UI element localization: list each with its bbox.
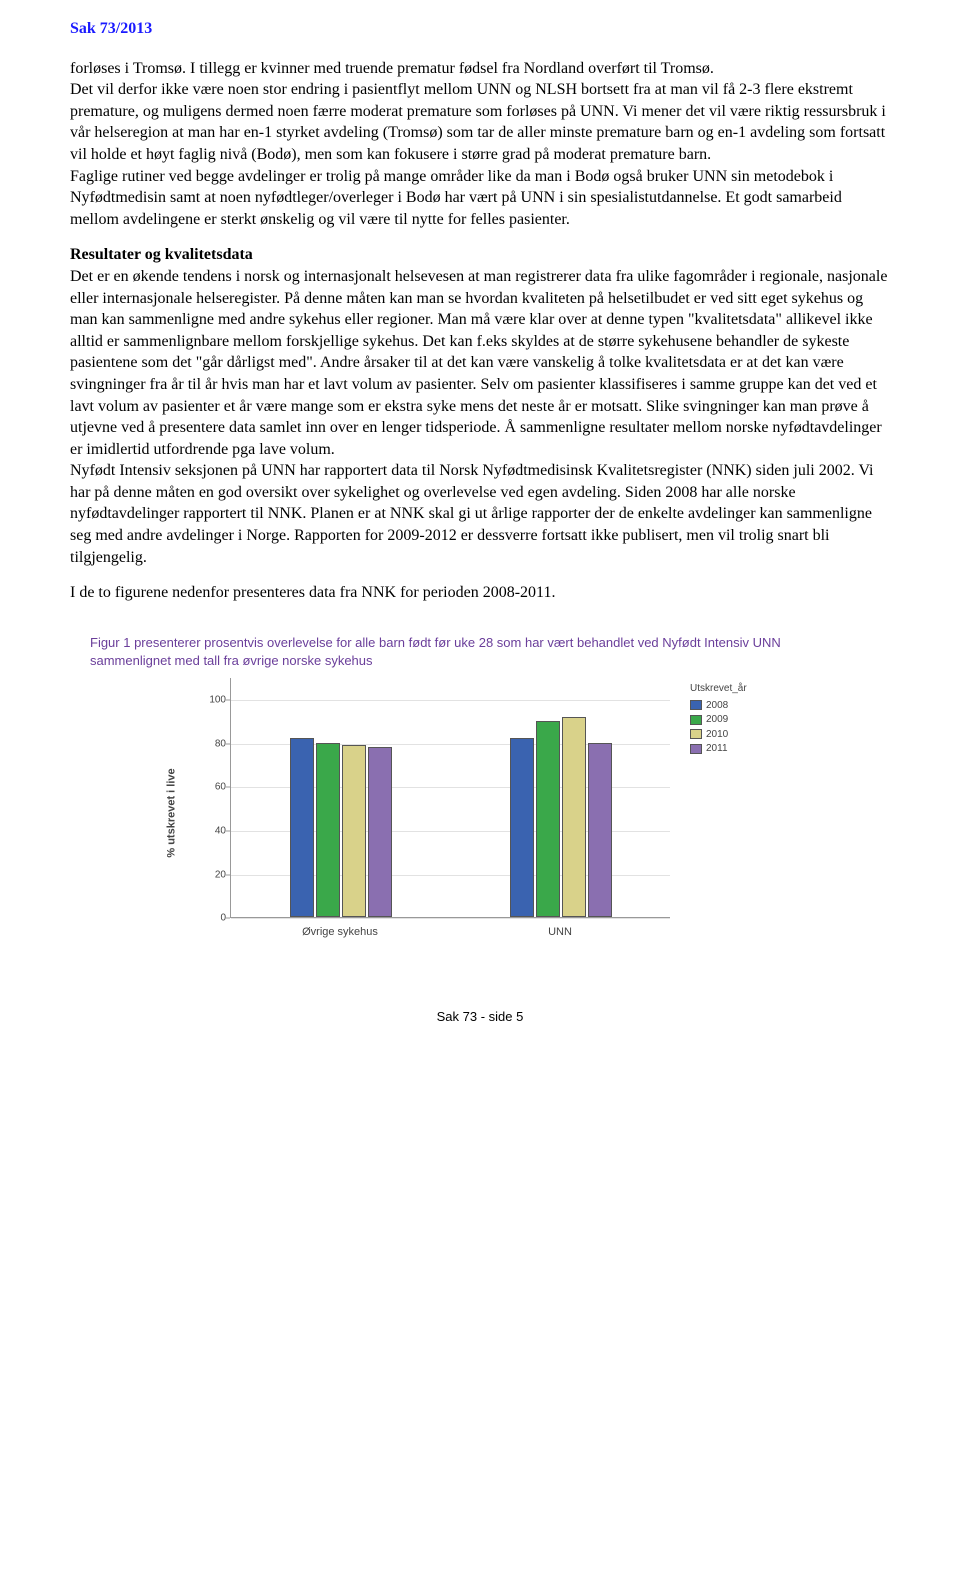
chart-bar <box>316 743 340 918</box>
chart-y-tick: 60 <box>208 781 226 795</box>
chart-y-tick: 100 <box>208 693 226 707</box>
section-heading-results: Resultater og kvalitetsdata <box>70 244 890 266</box>
chart-legend-label: 2010 <box>706 728 728 742</box>
chart-y-tick-mark <box>226 787 230 788</box>
chart-y-tick-mark <box>226 918 230 919</box>
chart-legend-title: Utskrevet_år <box>690 682 800 696</box>
chart-bar <box>588 743 612 918</box>
chart-legend-swatch <box>690 700 702 710</box>
chart-x-label: Øvrige sykehus <box>275 925 405 940</box>
chart-gridline <box>231 918 670 919</box>
chart-bar-group <box>496 717 626 918</box>
chart-bar <box>536 721 560 917</box>
chart-gridline <box>231 700 670 701</box>
chart-y-tick-mark <box>226 830 230 831</box>
chart-y-tick: 20 <box>208 868 226 882</box>
chart-x-label: UNN <box>495 925 625 940</box>
chart-y-tick-mark <box>226 743 230 744</box>
chart-legend-label: 2011 <box>706 742 728 756</box>
chart-legend-swatch <box>690 744 702 754</box>
chart-legend-label: 2009 <box>706 713 728 727</box>
figure-1-chart: % utskrevet i live Utskrevet_år 20082009… <box>160 678 800 948</box>
chart-y-tick: 0 <box>208 911 226 925</box>
paragraph-results-2: Nyfødt Intensiv seksjonen på UNN har rap… <box>70 460 890 568</box>
chart-legend-label: 2008 <box>706 699 728 713</box>
chart-bar <box>510 738 534 917</box>
chart-legend-swatch <box>690 715 702 725</box>
chart-legend-swatch <box>690 729 702 739</box>
chart-bar <box>290 738 314 917</box>
chart-y-tick: 80 <box>208 737 226 751</box>
chart-plot-area <box>230 678 670 918</box>
chart-bar-group <box>276 738 406 917</box>
chart-y-tick-mark <box>226 874 230 875</box>
chart-bar <box>342 745 366 917</box>
page-footer: Sak 73 - side 5 <box>70 1008 890 1026</box>
chart-bar <box>368 747 392 917</box>
chart-y-tick: 40 <box>208 824 226 838</box>
chart-legend-item: 2009 <box>690 713 800 727</box>
paragraph-intro-3: Faglige rutiner ved begge avdelinger er … <box>70 166 890 231</box>
chart-bar <box>562 717 586 918</box>
chart-y-axis-label: % utskrevet i live <box>165 769 180 858</box>
paragraph-intro-2: Det vil derfor ikke være noen stor endri… <box>70 79 890 165</box>
chart-legend-item: 2011 <box>690 742 800 756</box>
chart-legend: Utskrevet_år 2008200920102011 <box>690 682 800 757</box>
chart-legend-item: 2008 <box>690 699 800 713</box>
paragraph-figures-intro: I de to figurene nedenfor presenteres da… <box>70 582 890 604</box>
paragraph-results-1: Det er en økende tendens i norsk og inte… <box>70 266 890 460</box>
case-number: Sak 73/2013 <box>70 18 890 40</box>
chart-y-tick-mark <box>226 700 230 701</box>
paragraph-intro-1: forløses i Tromsø. I tillegg er kvinner … <box>70 58 890 80</box>
figure-1-caption: Figur 1 presenterer prosentvis overlevel… <box>90 634 850 670</box>
chart-legend-item: 2010 <box>690 728 800 742</box>
